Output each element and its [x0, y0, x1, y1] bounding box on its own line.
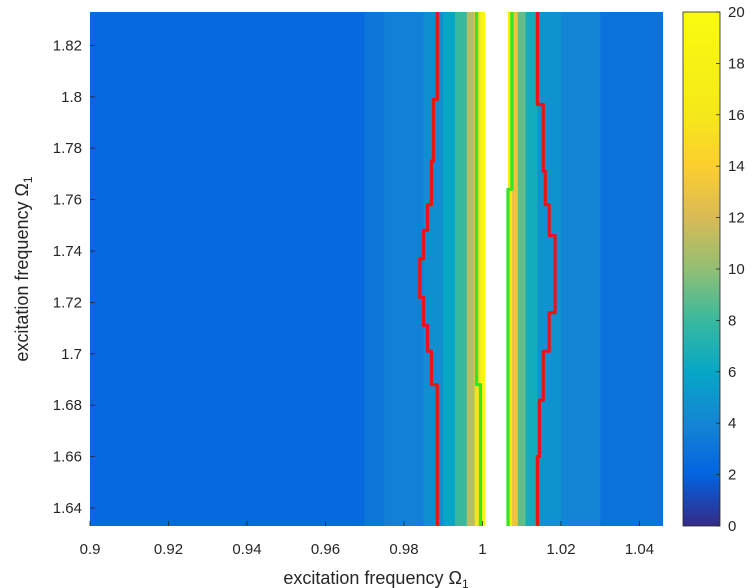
- colorbar-tick-label: 14: [728, 158, 745, 175]
- contour-band: [454, 12, 468, 526]
- colorbar-tick-label: 8: [728, 312, 736, 329]
- x-tick-label: 0.9: [80, 541, 101, 558]
- contour-band: [507, 12, 513, 526]
- contour-line: [535, 12, 557, 526]
- y-axis-label: excitation frequency Ω1: [12, 176, 35, 362]
- contour-lines: [418, 12, 557, 526]
- colorbar-tick-label: 4: [728, 415, 736, 432]
- colorbar-tick-label: 18: [728, 55, 745, 72]
- y-tick-label: 1.64: [53, 500, 82, 517]
- y-tick-label: 1.78: [53, 140, 82, 157]
- y-axis-label-subscript: 1: [21, 176, 35, 183]
- colorbar-tick-label: 12: [728, 210, 745, 227]
- contour-band: [560, 12, 601, 526]
- contour-band: [517, 12, 527, 526]
- y-axis-label-text: excitation frequency Ω: [12, 183, 32, 362]
- x-axis-label: excitation frequency Ω1: [283, 568, 469, 588]
- x-tick-label: 1.02: [546, 541, 575, 558]
- undefined-region: [485, 12, 508, 526]
- contour-band: [466, 12, 476, 526]
- contour-band: [443, 12, 456, 526]
- x-tick-label: 0.92: [154, 541, 183, 558]
- y-tick-label: 1.68: [53, 397, 82, 414]
- y-tick-label: 1.82: [53, 37, 82, 54]
- contour-band: [90, 12, 366, 526]
- colorbar: 0 2 4 6 8 10 12 14 16 18 20: [682, 4, 745, 535]
- x-tick-label: 1.04: [625, 541, 654, 558]
- contour-fill: [90, 12, 663, 526]
- y-tick-label: 1.74: [53, 243, 82, 260]
- colorbar-tick-label: 2: [728, 467, 736, 484]
- colorbar-gradient: [683, 12, 720, 526]
- colorbar-tick-label: 20: [728, 4, 745, 21]
- contour-band: [364, 12, 385, 526]
- y-tick-label: 1.66: [53, 449, 82, 466]
- y-axis-ticks: 1.64 1.66 1.68 1.7 1.72 1.74 1.76 1.78 1.8 1.82: [53, 37, 95, 517]
- x-axis-label-text: excitation frequency Ω: [283, 568, 462, 588]
- x-tick-label: 0.98: [389, 541, 418, 558]
- contour-line: [506, 12, 514, 526]
- contour-band: [423, 12, 444, 526]
- contour-band: [537, 12, 562, 526]
- x-axis-ticks: 0.9 0.92 0.94 0.96 0.98 1 1.02 1.04: [80, 521, 654, 558]
- y-tick-label: 1.72: [53, 294, 82, 311]
- x-axis-label-subscript: 1: [462, 577, 469, 588]
- colorbar-tick-label: 0: [728, 518, 736, 535]
- y-tick-label: 1.76: [53, 192, 82, 209]
- contour-band: [525, 12, 538, 526]
- x-tick-label: 0.94: [232, 541, 261, 558]
- colorbar-ticks: 0 2 4 6 8 10 12 14 16 18 20: [716, 4, 745, 535]
- y-tick-label: 1.8: [61, 89, 82, 106]
- colorbar-tick-label: 6: [728, 364, 736, 381]
- contour-line: [475, 12, 483, 526]
- plot-area: [90, 12, 663, 526]
- contour-band: [480, 12, 486, 526]
- x-tick-label: 1: [478, 541, 486, 558]
- contour-line: [418, 12, 439, 526]
- contour-band: [511, 12, 519, 526]
- x-tick-label: 0.96: [311, 541, 340, 558]
- contour-band: [600, 12, 663, 526]
- colorbar-tick-label: 16: [728, 107, 745, 124]
- y-tick-label: 1.7: [61, 346, 82, 363]
- colorbar-tick-label: 10: [728, 261, 745, 278]
- contour-band: [384, 12, 424, 526]
